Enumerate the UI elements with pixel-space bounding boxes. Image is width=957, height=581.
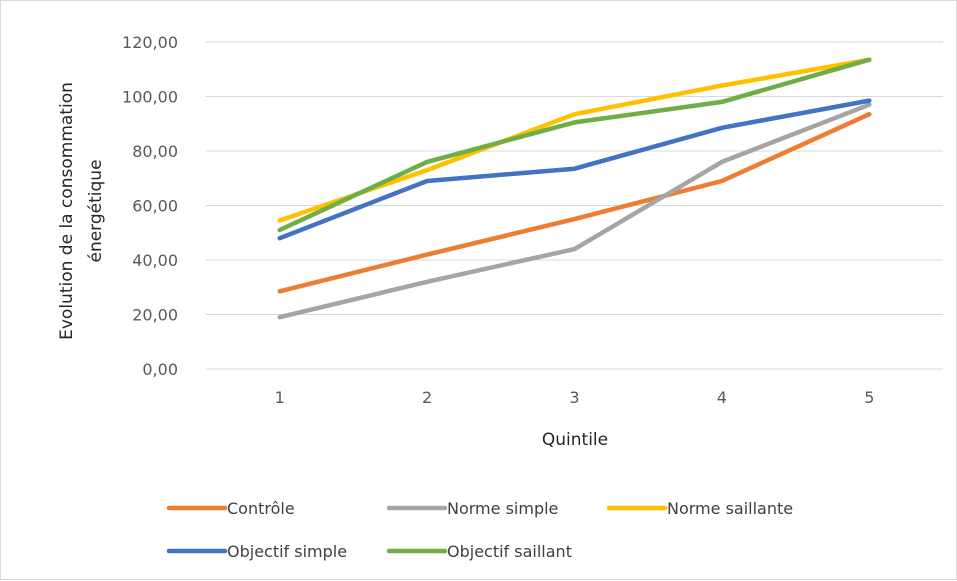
series-line-norme-simple [277, 102, 872, 320]
y-axis-title-line-1: Evolution de la consommation [57, 82, 77, 340]
legend-item: Contrôle [166, 499, 295, 518]
x-tick-label: 5 [864, 388, 874, 407]
legend-label: Objectif saillant [447, 542, 572, 561]
x-axis-tick-labels: 1 2 3 4 5 [275, 388, 875, 407]
y-tick-label: 120,00 [122, 33, 178, 52]
legend-item: Norme simple [386, 499, 558, 518]
series-line-objectif-saillant [277, 57, 872, 233]
y-tick-label: 0,00 [142, 360, 178, 379]
gridlines [206, 41, 943, 370]
x-tick-label: 2 [422, 388, 432, 407]
x-tick-label: 3 [569, 388, 579, 407]
legend: Contrôle Norme simple Norme saillante Objec… [166, 499, 793, 561]
legend-item: Objectif simple [166, 542, 347, 561]
legend-label: Contrôle [227, 499, 295, 518]
series-lines [277, 57, 872, 320]
y-tick-label: 60,00 [132, 197, 178, 216]
legend-item: Objectif saillant [386, 542, 572, 561]
x-tick-label: 1 [275, 388, 285, 407]
y-tick-label: 80,00 [132, 142, 178, 161]
x-axis-title: Quintile [542, 430, 608, 450]
legend-label: Norme simple [447, 499, 558, 518]
series-line-contr-le [277, 111, 872, 294]
y-axis-title: Evolution de la consommation énergétique [57, 82, 106, 340]
y-axis-title-line-2: énergétique [86, 159, 106, 262]
y-tick-label: 40,00 [132, 251, 178, 270]
y-tick-label: 20,00 [132, 306, 178, 325]
y-axis-tick-labels: 0,00 20,00 40,00 60,00 80,00 100,00 120,00 [122, 33, 178, 379]
y-tick-label: 100,00 [122, 88, 178, 107]
legend-label: Objectif simple [227, 542, 347, 561]
legend-item: Norme saillante [606, 499, 793, 518]
x-tick-label: 4 [717, 388, 727, 407]
series-line-objectif-simple [277, 98, 872, 241]
legend-label: Norme saillante [667, 499, 793, 518]
